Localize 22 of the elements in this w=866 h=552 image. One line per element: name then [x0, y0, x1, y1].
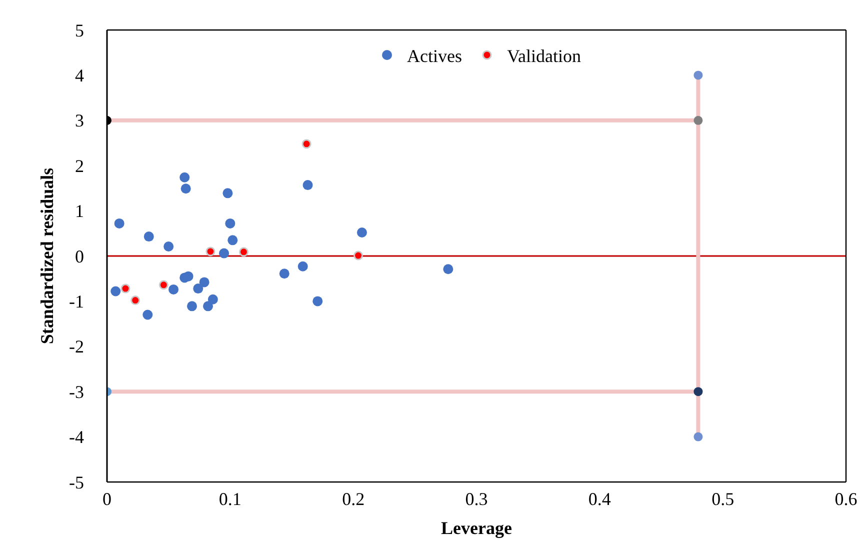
legend-label: Actives: [407, 46, 462, 66]
y-axis-title: Standardized residuals: [37, 168, 58, 344]
x-tick-label: 0: [102, 489, 112, 509]
x-tick-label: 0.2: [342, 489, 365, 509]
y-tick-label: 4: [75, 66, 84, 86]
y-tick-label: 2: [75, 156, 84, 176]
y-tick-label: -5: [69, 472, 84, 492]
x-tick-label: 0.4: [588, 489, 611, 509]
y-tick-label: -2: [69, 336, 84, 357]
x-tick-label: 0.1: [218, 489, 242, 509]
y-tick-label: -1: [69, 292, 84, 312]
y-tick-label: -4: [69, 427, 84, 448]
x-tick-label: 0.5: [712, 489, 734, 509]
x-axis-title: Leverage: [441, 518, 512, 538]
y-tick-label: 0: [75, 246, 84, 266]
y-tick-label: 5: [75, 20, 84, 40]
y-tick-label: 1: [75, 201, 84, 222]
x-tick-label: 0.6: [834, 489, 858, 509]
y-tick-label: -3: [69, 382, 84, 402]
x-tick-label: 0.3: [465, 489, 488, 509]
y-tick-label: 3: [75, 110, 84, 131]
legend-label: Validation: [506, 46, 581, 66]
